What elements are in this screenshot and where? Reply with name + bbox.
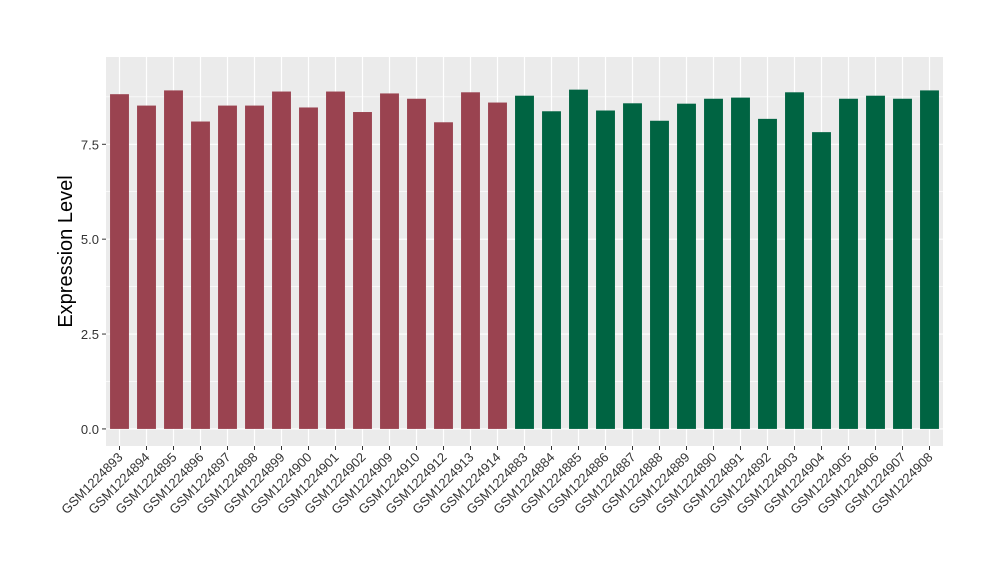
bar-GSM1224902 [353,112,372,429]
bar-GSM1224891 [731,97,750,429]
bar-GSM1224909 [380,93,399,429]
bar-GSM1224906 [866,95,885,429]
bar-GSM1224913 [461,92,480,429]
bar-GSM1224900 [299,107,318,429]
bar-GSM1224889 [677,103,696,429]
y-axis-ticks: 0.0 2.5 5.0 7.5 [81,137,106,437]
bar-GSM1224883 [515,95,534,429]
bar-GSM1224899 [272,91,291,429]
y-tick-label: 7.5 [81,137,99,152]
bar-GSM1224901 [326,91,345,429]
bar-GSM1224908 [920,90,939,429]
y-tick-label: 0.0 [81,422,99,437]
bar-GSM1224912 [434,122,453,429]
bar-GSM1224894 [137,105,156,429]
bar-GSM1224898 [245,105,264,429]
bar-GSM1224895 [164,90,183,429]
y-tick-label: 5.0 [81,232,99,247]
bar-GSM1224888 [650,120,669,429]
bar-GSM1224897 [218,105,237,429]
bar-GSM1224904 [812,132,831,429]
x-axis-ticks: GSM1224893GSM1224894GSM1224895GSM1224896… [58,446,936,517]
bar-GSM1224893 [110,94,129,429]
bar-GSM1224892 [758,118,777,429]
y-tick-label: 2.5 [81,327,99,342]
bar-GSM1224907 [893,98,912,429]
bar-GSM1224887 [623,103,642,429]
bar-GSM1224890 [704,98,723,429]
bar-GSM1224886 [596,110,615,429]
bar-GSM1224914 [488,102,507,429]
bar-GSM1224910 [407,98,426,429]
bar-GSM1224903 [785,92,804,429]
bar-GSM1224905 [839,98,858,429]
bar-GSM1224885 [569,89,588,429]
bar-GSM1224896 [191,121,210,429]
bar-GSM1224884 [542,111,561,429]
y-axis-label: Expression Level [55,175,77,327]
bars [110,89,939,429]
